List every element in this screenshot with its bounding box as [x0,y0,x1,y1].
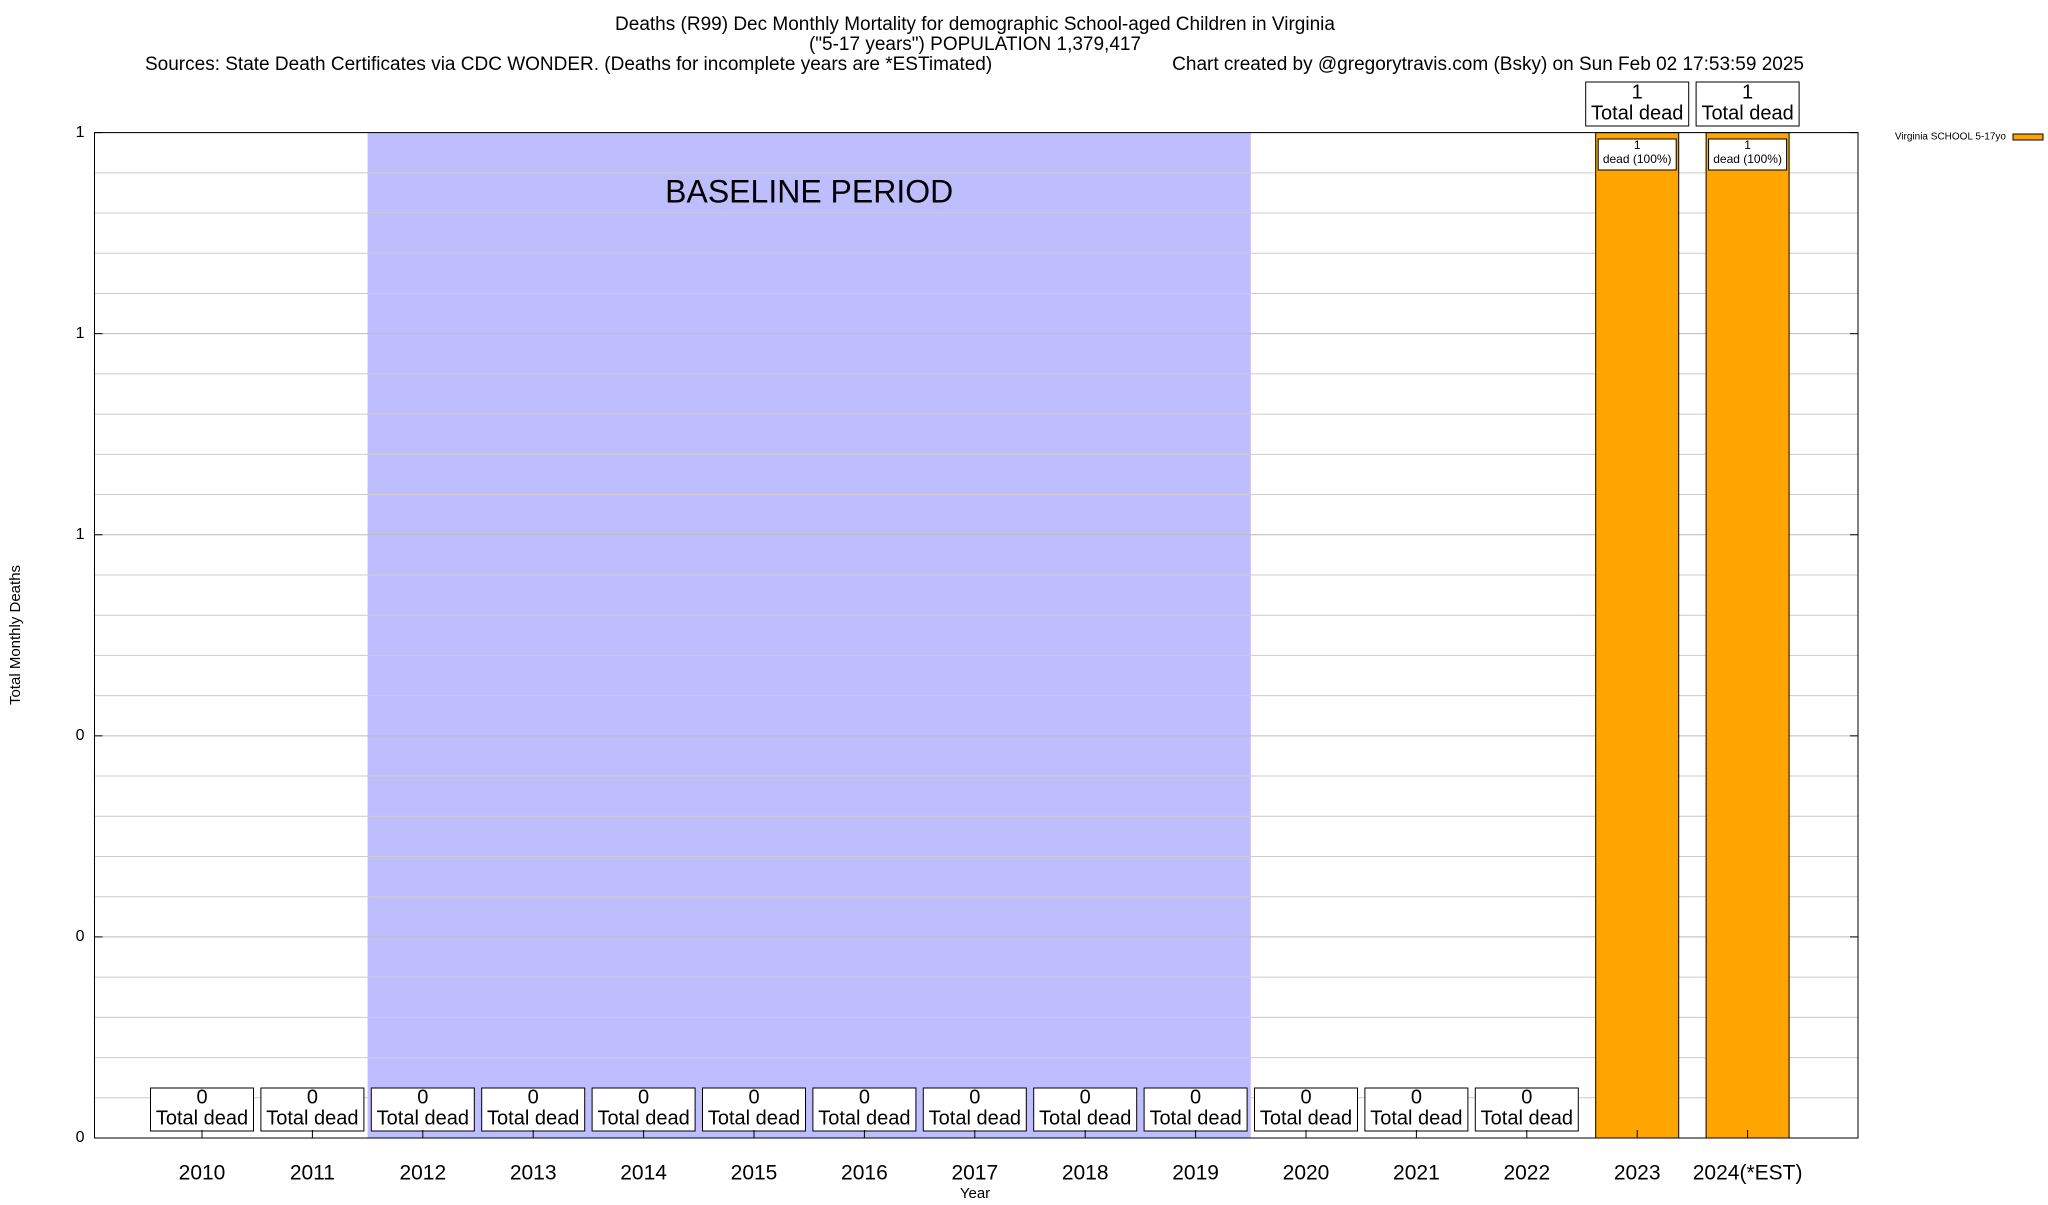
total-value-label: 1 [1742,81,1753,103]
total-text-label: Total dead [1481,1107,1573,1129]
total-label-box [1143,1087,1248,1132]
total-value-label: 0 [417,1086,428,1108]
x-tick-label: 2023 [1614,1162,1661,1185]
x-tick-label: 2016 [841,1162,888,1185]
plot-frame [94,132,1859,1139]
x-tick-label: 2020 [1283,1162,1330,1185]
total-label-box [481,1087,586,1132]
total-value-label: 0 [1190,1086,1201,1108]
segment-label-box [1708,138,1788,171]
total-text-label: Total dead [1039,1107,1131,1129]
total-text-label: Total dead [708,1107,800,1129]
x-tick-label: 2014 [620,1162,667,1185]
total-value-label: 0 [307,1086,318,1108]
total-text-label: Total dead [818,1107,910,1129]
y-axis-label: Total Monthly Deaths [7,565,24,705]
total-value-label: 0 [969,1086,980,1108]
total-value-label: 0 [859,1086,870,1108]
segment-note-label: dead (100%) [1603,152,1672,166]
baseline-label: BASELINE PERIOD [665,173,953,209]
total-value-label: 0 [528,1086,539,1108]
y-tick-label: 0 [76,928,85,945]
x-tick-label: 2021 [1393,1162,1440,1185]
legend-label: Virginia SCHOOL 5-17yo [1895,132,2007,143]
total-value-label: 0 [196,1086,207,1108]
total-text-label: Total dead [156,1107,248,1129]
total-value-label: 0 [1521,1086,1532,1108]
total-value-label: 0 [1411,1086,1422,1108]
total-label-box [370,1087,475,1132]
segment-note-label: dead (100%) [1713,152,1782,166]
x-tick-label: 2024(*EST) [1693,1162,1803,1185]
y-tick-label: 1 [76,325,85,342]
x-tick-label: 2018 [1062,1162,1109,1185]
total-text-label: Total dead [377,1107,469,1129]
x-axis-label: Year [960,1185,990,1200]
x-tick-label: 2019 [1172,1162,1219,1185]
x-tick-label: 2011 [290,1162,335,1185]
total-text-label: Total dead [487,1107,579,1129]
total-text-label: Total dead [597,1107,689,1129]
segment-label-box [1597,138,1677,171]
total-label-box [150,1087,254,1132]
total-value-label: 0 [638,1086,649,1108]
total-value-label: 1 [1632,81,1643,103]
total-text-label: Total dead [1701,102,1793,124]
total-value-label: 0 [748,1086,759,1108]
x-tick-label: 2017 [951,1162,998,1185]
total-label-box [1585,81,1690,127]
legend-swatch [2012,133,2044,141]
x-tick-label: 2015 [731,1162,778,1185]
segment-value-label: 1 [1744,138,1751,152]
x-tick-label: 2022 [1503,1162,1550,1185]
x-tick-label: 2010 [179,1162,226,1185]
chart-credit: Chart created by @gregorytravis.com (Bsk… [1172,54,1804,75]
total-text-label: Total dead [1370,1107,1462,1129]
y-tick-label: 0 [76,727,85,744]
total-text-label: Total dead [266,1107,358,1129]
bar [1595,132,1680,1139]
total-label-box [1033,1087,1138,1132]
y-tick-label: 1 [76,124,85,141]
x-tick-label: 2012 [399,1162,446,1185]
bar [1705,132,1790,1139]
total-label-box [1364,1087,1469,1132]
chart-title: Deaths (R99) Dec Monthly Mortality for d… [615,14,1335,35]
y-tick-label: 0 [76,1129,85,1146]
total-label-box [260,1087,365,1132]
total-label-box [1695,81,1800,127]
total-label-box [1254,1087,1358,1132]
total-value-label: 0 [1300,1086,1311,1108]
x-tick-label: 2013 [510,1162,557,1185]
chart-subtitle: ("5-17 years") POPULATION 1,379,417 [809,34,1141,55]
chart-source: Sources: State Death Certificates via CD… [145,54,992,75]
total-text-label: Total dead [1260,1107,1352,1129]
total-text-label: Total dead [929,1107,1021,1129]
total-text-label: Total dead [1149,1107,1241,1129]
baseline-band [367,132,1251,1139]
y-tick-label: 1 [76,526,85,543]
total-text-label: Total dead [1591,102,1683,124]
segment-value-label: 1 [1634,138,1641,152]
total-label-box [922,1087,1027,1132]
total-value-label: 0 [1080,1086,1091,1108]
